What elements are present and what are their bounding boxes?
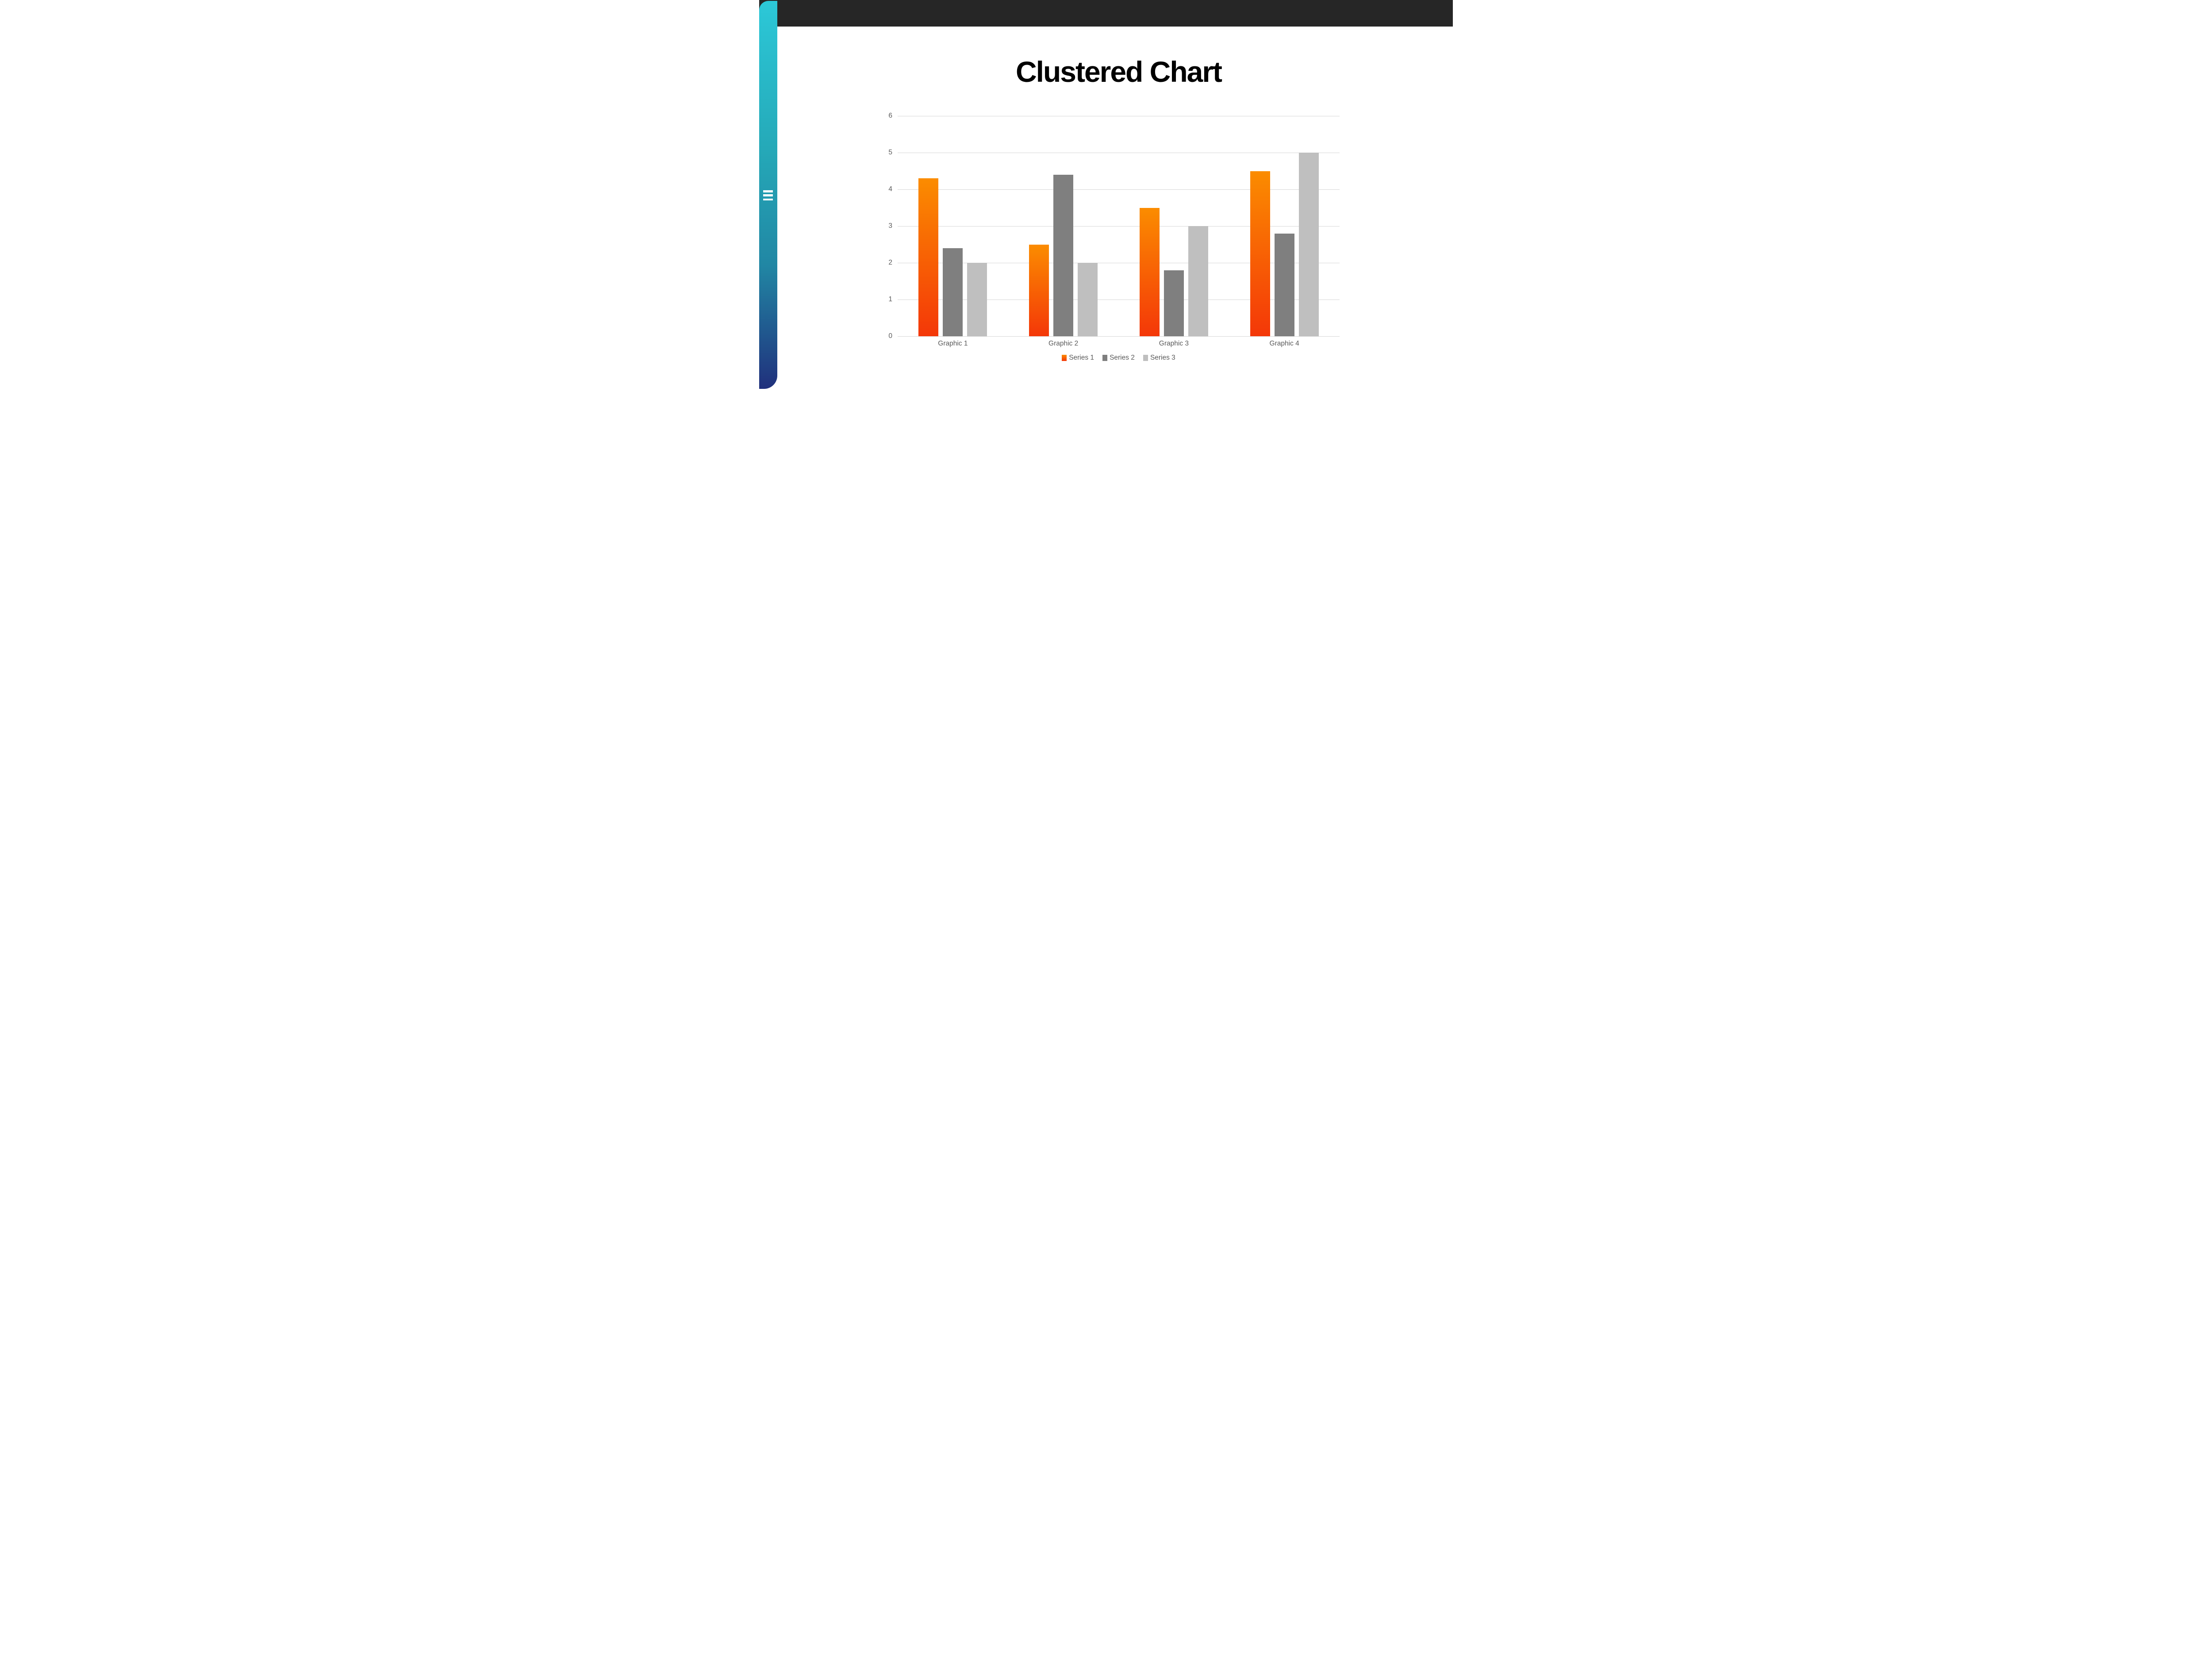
bar-cluster-2 <box>1008 116 1119 336</box>
y-axis-tick-label: 6 <box>888 112 892 119</box>
x-axis-label: Graphic 4 <box>1269 340 1299 347</box>
bar-series2-graphic-2 <box>1053 174 1074 336</box>
x-axis-label: Graphic 2 <box>1048 340 1079 347</box>
hamburger-bar <box>763 198 773 201</box>
y-axis-tick-label: 0 <box>888 332 892 340</box>
bar-series1-graphic-4 <box>1250 171 1270 336</box>
legend-label: Series 3 <box>1150 354 1175 361</box>
bar-cluster-1 <box>898 116 1008 336</box>
bar-series3-graphic-4 <box>1298 153 1319 336</box>
bar-series2-graphic-4 <box>1274 233 1294 336</box>
bar-series2-graphic-1 <box>943 248 963 336</box>
legend-label: Series 2 <box>1110 354 1135 361</box>
hamburger-bar <box>763 194 773 196</box>
gridline <box>898 226 1340 227</box>
legend-item-series1: Series 1 <box>1062 354 1094 362</box>
x-axis-label: Graphic 1 <box>938 340 968 347</box>
bar-chart-plot-area: 6 5 4 3 2 1 0 <box>888 112 1340 340</box>
bar-series3-graphic-1 <box>967 263 987 336</box>
bar-series1-graphic-3 <box>1139 207 1160 336</box>
bar-series3-graphic-2 <box>1078 263 1098 336</box>
hamburger-menu-icon[interactable] <box>763 190 773 203</box>
y-axis-tick-label: 1 <box>888 296 892 303</box>
legend-marker-series1 <box>1062 355 1067 361</box>
gridline <box>898 336 1340 337</box>
bar-series1-graphic-2 <box>1029 244 1049 336</box>
bar-series2-graphic-3 <box>1164 270 1184 336</box>
hamburger-bar <box>763 190 773 192</box>
bar-series3-graphic-3 <box>1188 226 1208 336</box>
bar-series1-graphic-1 <box>918 178 939 336</box>
x-axis-labels: Graphic 1 Graphic 2 Graphic 3 Graphic 4 <box>898 340 1340 349</box>
y-axis-tick-label: 5 <box>888 149 892 156</box>
y-axis-tick-label: 3 <box>888 222 892 230</box>
chart-legend: Series 1 Series 2 Series 3 <box>898 354 1340 362</box>
header-bar <box>759 0 1453 27</box>
bar-cluster-4 <box>1229 116 1340 336</box>
legend-item-series2: Series 2 <box>1102 354 1135 362</box>
y-axis-tick-label: 4 <box>888 185 892 193</box>
bar-cluster-3 <box>1119 116 1229 336</box>
gridline <box>898 189 1340 190</box>
page-title: Clustered Chart <box>1015 55 1222 88</box>
legend-marker-series3 <box>1143 355 1148 361</box>
slide-stage: Petryfai Presentation Modern style Art C… <box>759 0 1453 390</box>
legend-item-series3: Series 3 <box>1143 354 1175 362</box>
legend-marker-series2 <box>1102 355 1108 361</box>
x-axis-label: Graphic 3 <box>1159 340 1189 347</box>
legend-label: Series 1 <box>1069 354 1094 361</box>
y-axis-tick-label: 2 <box>888 259 892 266</box>
